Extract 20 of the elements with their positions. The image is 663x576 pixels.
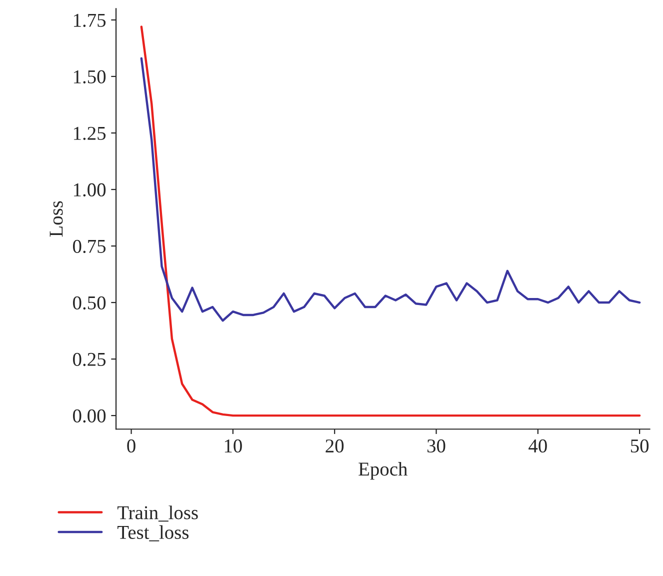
- y-tick-label: 0.75: [73, 240, 106, 254]
- x-tick-label: 30: [427, 439, 446, 453]
- x-tick-label: 0: [127, 439, 136, 453]
- y-tick-label: 1.75: [74, 14, 106, 27]
- legend-label: Test_loss: [117, 525, 189, 542]
- y-tick-label: 1.25: [74, 126, 106, 140]
- x-tick-label: 50: [630, 439, 649, 453]
- y-tick-label: 1.00: [74, 183, 106, 197]
- line-series: [140, 57, 641, 322]
- legend-label: Train_loss: [117, 506, 198, 522]
- y-axis-title: Loss: [50, 201, 63, 237]
- y-tick-label: 1.50: [74, 70, 106, 84]
- x-tick-label: 40: [528, 439, 547, 453]
- y-tick-label: 0.25: [73, 352, 106, 366]
- y-tick-label: 0.00: [73, 409, 106, 423]
- x-tick-label: 10: [224, 439, 242, 453]
- line-series: [140, 26, 641, 417]
- x-tick-label: 20: [326, 439, 344, 453]
- y-tick-label: 0.50: [73, 296, 106, 310]
- x-axis-title: Epoch: [358, 462, 408, 480]
